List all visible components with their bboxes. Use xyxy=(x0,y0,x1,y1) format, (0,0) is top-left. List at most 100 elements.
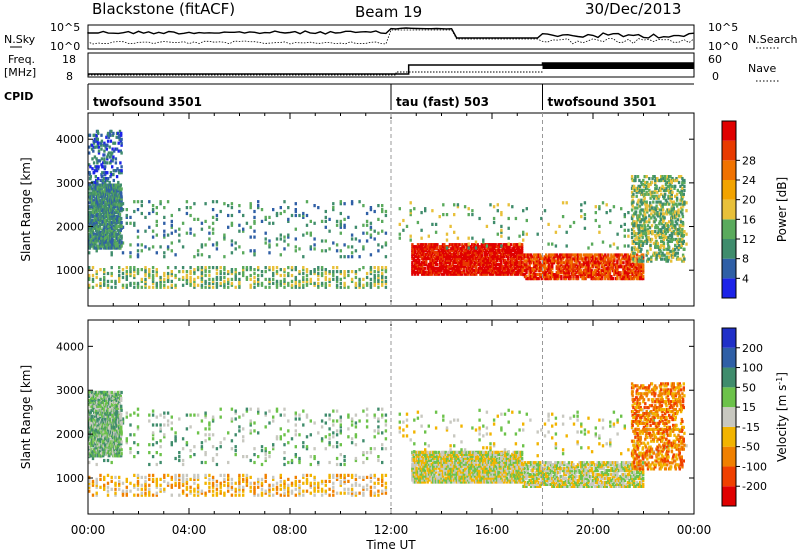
data-cell xyxy=(616,261,619,265)
data-cell xyxy=(290,213,294,218)
data-cell xyxy=(440,252,443,257)
data-cell xyxy=(674,220,677,224)
colorbar-frame xyxy=(721,120,737,299)
data-cell xyxy=(313,247,316,251)
data-cell xyxy=(219,271,222,276)
data-cell xyxy=(578,273,581,277)
data-cell xyxy=(654,226,657,230)
data-cell xyxy=(493,268,496,272)
data-cell xyxy=(539,255,542,259)
data-cell xyxy=(106,161,109,165)
data-cell xyxy=(178,483,181,487)
data-cell xyxy=(678,237,681,242)
data-cell xyxy=(677,243,681,247)
data-cell xyxy=(475,268,478,272)
colorbar-tick-label: 28 xyxy=(742,154,756,167)
data-cell xyxy=(655,196,658,200)
data-cell xyxy=(602,265,605,269)
data-cell xyxy=(148,285,151,289)
data-cell xyxy=(635,220,638,224)
data-cell xyxy=(664,232,668,236)
data-cell xyxy=(611,255,615,259)
data-cell xyxy=(89,185,92,189)
data-cell xyxy=(294,213,297,218)
data-cell xyxy=(463,205,467,209)
data-cell xyxy=(681,200,685,204)
data-cell xyxy=(473,251,477,255)
data-cell xyxy=(655,251,658,255)
data-cell xyxy=(540,263,543,267)
data-cell xyxy=(589,255,592,259)
data-cell xyxy=(525,255,528,259)
data-cell xyxy=(91,187,94,191)
data-cell xyxy=(155,271,158,276)
data-cell xyxy=(469,251,472,255)
data-cell xyxy=(106,171,109,175)
data-cell xyxy=(120,242,123,246)
data-cell xyxy=(626,253,630,257)
data-cell xyxy=(112,199,115,203)
data-cell xyxy=(414,272,417,276)
data-cell xyxy=(522,209,525,213)
data-cell xyxy=(629,271,633,275)
data-cell xyxy=(111,238,115,242)
velocity-cells xyxy=(88,382,688,497)
data-cell xyxy=(491,272,495,276)
data-cell xyxy=(576,267,580,271)
data-cell xyxy=(108,189,111,193)
data-cell xyxy=(448,256,452,261)
data-cell xyxy=(272,268,275,272)
data-cell xyxy=(539,269,542,273)
data-cell xyxy=(99,240,102,244)
data-cell xyxy=(677,175,681,179)
data-cell xyxy=(170,477,173,481)
data-cell xyxy=(144,281,147,285)
data-cell xyxy=(264,237,267,241)
data-cell xyxy=(324,249,327,253)
data-cell xyxy=(448,254,452,259)
data-cell xyxy=(573,253,577,257)
data-cell xyxy=(107,215,111,219)
data-cell xyxy=(335,223,339,227)
data-cell xyxy=(554,244,558,248)
data-cell xyxy=(628,269,631,273)
colorbar-swatch xyxy=(722,140,736,161)
data-cell xyxy=(104,236,107,240)
data-cell xyxy=(193,489,196,493)
data-cell xyxy=(451,262,454,266)
data-cell xyxy=(652,210,656,214)
data-cell xyxy=(444,256,447,261)
data-cell xyxy=(343,243,346,247)
data-cell xyxy=(523,273,527,277)
data-cell xyxy=(107,151,111,155)
data-cell xyxy=(639,265,642,269)
data-cell xyxy=(95,183,98,187)
data-cell xyxy=(658,212,662,216)
data-cell xyxy=(457,268,460,272)
data-cell xyxy=(423,254,427,259)
data-cell xyxy=(465,270,468,274)
data-cell xyxy=(630,249,634,253)
data-cell xyxy=(411,270,414,274)
data-cell xyxy=(648,257,651,261)
data-cell xyxy=(654,243,657,247)
data-cell xyxy=(670,235,673,240)
data-cell xyxy=(566,267,569,271)
data-cell xyxy=(579,257,583,261)
data-cell xyxy=(490,270,493,274)
data-cell xyxy=(505,249,508,253)
data-cell xyxy=(148,477,151,481)
data-cell xyxy=(166,273,170,278)
data-cell xyxy=(632,186,636,190)
data-cell xyxy=(512,262,515,266)
data-cell xyxy=(101,244,104,248)
data-cell xyxy=(682,239,685,243)
data-cell xyxy=(458,270,461,274)
data-cell xyxy=(555,275,558,279)
data-cell xyxy=(646,208,649,212)
data-cell xyxy=(230,239,234,243)
data-cell xyxy=(467,236,470,240)
data-cell xyxy=(639,263,642,267)
data-cell xyxy=(99,218,102,223)
data-cell xyxy=(230,251,234,255)
